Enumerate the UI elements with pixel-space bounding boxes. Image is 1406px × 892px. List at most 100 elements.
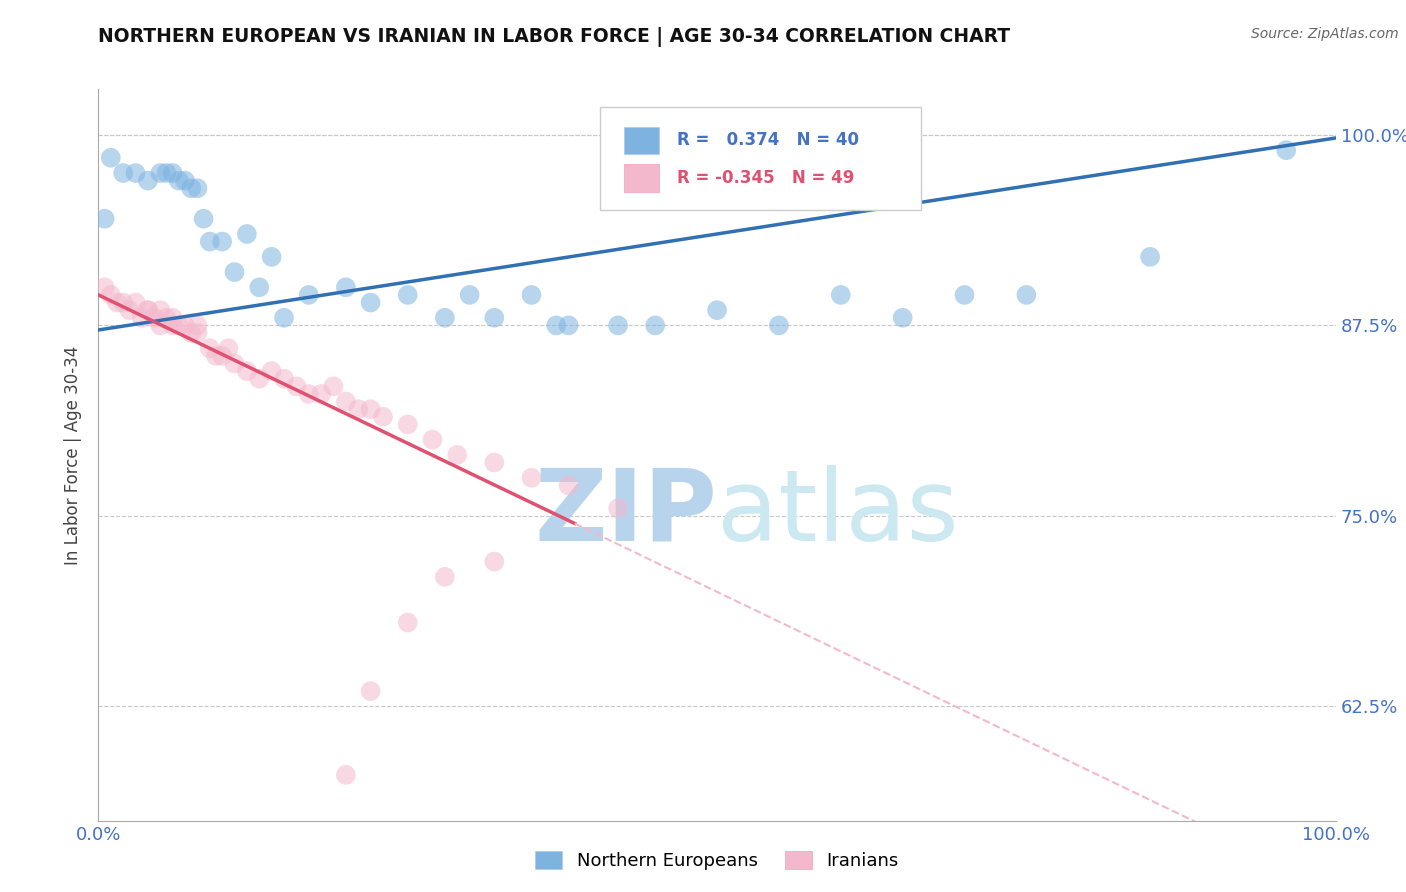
Point (309, 387, 332, 401)
Point (322, 379, 344, 393)
Point (644, 318, 666, 333)
Point (557, 478, 579, 492)
Point (131, 310, 153, 325)
Point (186, 326, 208, 340)
Point (433, 310, 456, 325)
Point (607, 501, 630, 516)
Legend: Northern Europeans, Iranians: Northern Europeans, Iranians (529, 844, 905, 878)
Point (167, 318, 190, 333)
Point (433, 570, 456, 584)
Point (484, 310, 506, 325)
Point (273, 310, 295, 325)
Point (396, 417, 419, 432)
Point (285, 379, 308, 393)
Point (607, 318, 630, 333)
Point (198, 235, 221, 249)
Point (260, 364, 283, 378)
Point (335, 768, 357, 782)
Point (149, 303, 172, 318)
Text: ZIP: ZIP (534, 465, 717, 562)
Point (247, 280, 270, 294)
Point (162, 166, 184, 180)
Text: R =   0.374   N = 40: R = 0.374 N = 40 (678, 131, 859, 149)
Point (205, 349, 228, 363)
Text: R = -0.345   N = 49: R = -0.345 N = 49 (678, 169, 855, 187)
Point (186, 181, 208, 195)
Point (247, 372, 270, 386)
Point (174, 174, 197, 188)
Point (520, 288, 543, 302)
Point (706, 303, 728, 318)
Point (371, 409, 394, 424)
Text: NORTHERN EUROPEAN VS IRANIAN IN LABOR FORCE | AGE 30-34 CORRELATION CHART: NORTHERN EUROPEAN VS IRANIAN IN LABOR FO… (98, 27, 1011, 46)
Point (155, 310, 177, 325)
Point (335, 280, 357, 294)
Point (224, 265, 246, 279)
Point (360, 295, 382, 310)
Point (124, 166, 146, 180)
Point (458, 288, 481, 302)
Point (180, 181, 202, 195)
Point (236, 227, 259, 241)
Point (1275, 143, 1298, 157)
Point (396, 615, 419, 630)
Point (162, 310, 184, 325)
Point (224, 357, 246, 371)
Point (167, 174, 190, 188)
Point (1015, 288, 1038, 302)
Point (118, 303, 141, 318)
Point (124, 295, 146, 310)
Point (347, 402, 370, 417)
Point (193, 211, 215, 226)
Point (830, 288, 852, 302)
Point (236, 364, 259, 378)
Point (557, 318, 579, 333)
Point (211, 349, 233, 363)
Point (174, 318, 197, 333)
Point (211, 235, 233, 249)
Point (149, 318, 172, 333)
Point (260, 250, 283, 264)
Point (136, 303, 159, 318)
Point (143, 310, 166, 325)
Point (360, 684, 382, 698)
Point (298, 288, 321, 302)
Point (100, 288, 122, 302)
Point (422, 433, 444, 447)
Text: atlas: atlas (717, 465, 959, 562)
Point (484, 456, 506, 470)
Point (186, 318, 208, 333)
Text: Source: ZipAtlas.com: Source: ZipAtlas.com (1251, 27, 1399, 41)
Point (162, 318, 184, 333)
Point (360, 402, 382, 417)
Point (136, 303, 159, 318)
Point (180, 326, 202, 340)
Point (112, 295, 135, 310)
Point (484, 555, 506, 569)
Point (396, 288, 419, 302)
Point (155, 166, 177, 180)
Point (93, 211, 115, 226)
Point (273, 372, 295, 386)
Point (298, 387, 321, 401)
Point (136, 174, 159, 188)
Point (520, 471, 543, 485)
Bar (624, 164, 659, 192)
Point (1139, 250, 1161, 264)
Point (891, 310, 914, 325)
Point (105, 295, 128, 310)
Point (112, 166, 135, 180)
Point (546, 318, 568, 333)
Point (335, 394, 357, 409)
Point (149, 166, 172, 180)
Point (93, 280, 115, 294)
Y-axis label: In Labor Force | Age 30-34: In Labor Force | Age 30-34 (65, 345, 83, 565)
Point (446, 448, 468, 462)
Point (768, 318, 790, 333)
Point (953, 288, 976, 302)
Point (217, 341, 239, 355)
Point (100, 151, 122, 165)
FancyBboxPatch shape (599, 108, 921, 210)
Bar (624, 127, 659, 154)
Point (198, 341, 221, 355)
